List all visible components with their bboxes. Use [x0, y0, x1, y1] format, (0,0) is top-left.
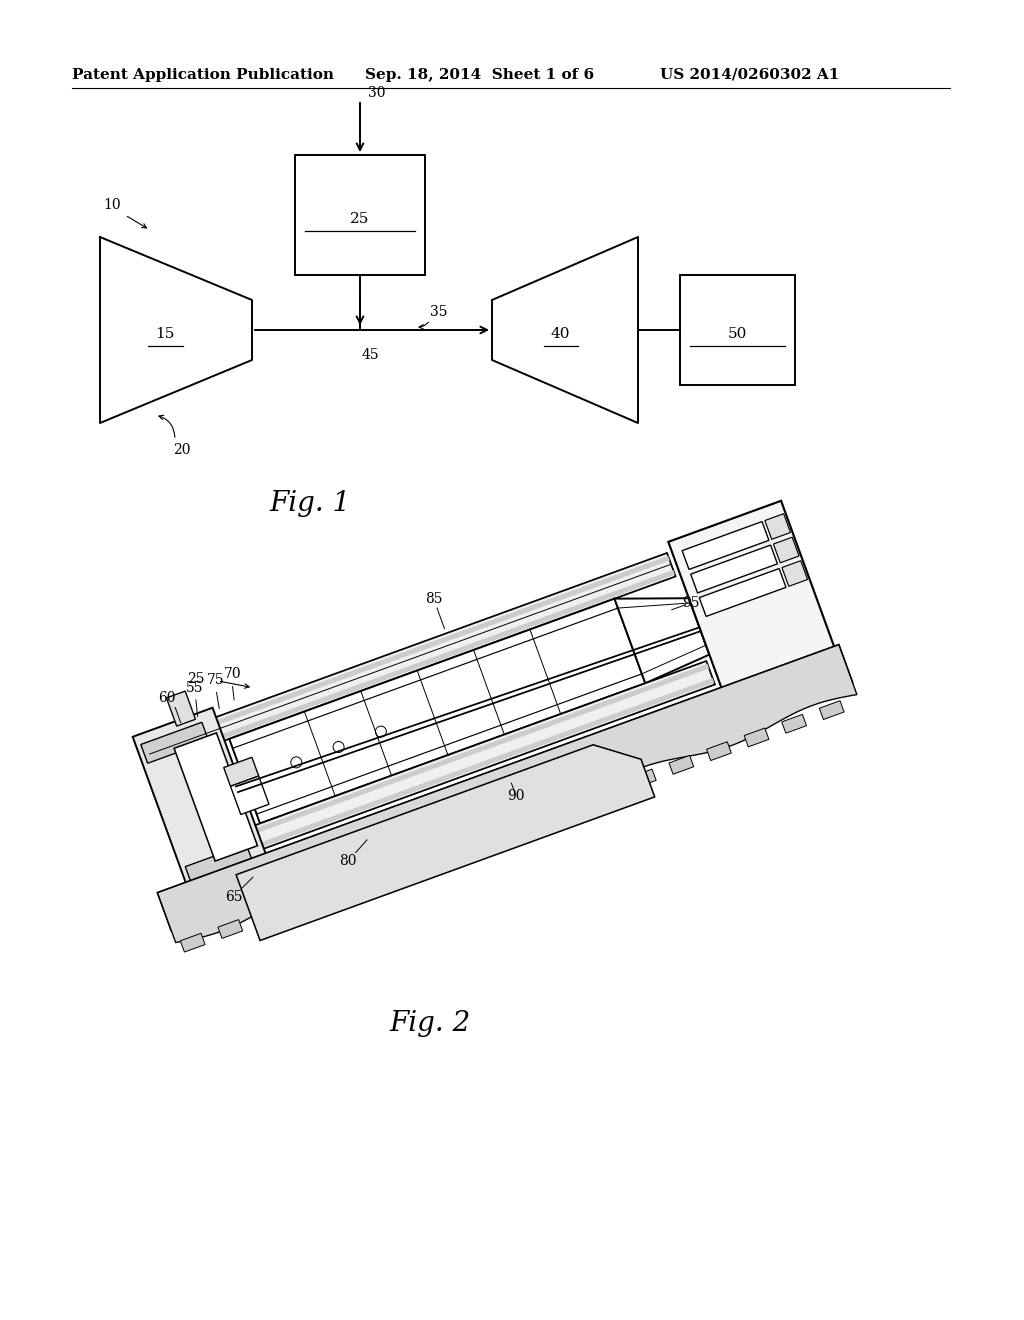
Polygon shape	[819, 701, 844, 719]
Polygon shape	[669, 500, 843, 711]
Polygon shape	[185, 661, 715, 874]
Polygon shape	[744, 729, 769, 747]
Text: 50: 50	[728, 327, 748, 341]
Bar	[680, 275, 795, 385]
Polygon shape	[782, 561, 808, 586]
Polygon shape	[481, 824, 506, 842]
Text: 40: 40	[550, 327, 569, 341]
Text: Sep. 18, 2014  Sheet 1 of 6: Sep. 18, 2014 Sheet 1 of 6	[365, 69, 594, 82]
Text: 65: 65	[225, 890, 243, 904]
Text: 90: 90	[507, 789, 525, 804]
Text: 15: 15	[156, 327, 175, 341]
Polygon shape	[614, 598, 710, 684]
Polygon shape	[406, 851, 431, 870]
Text: 45: 45	[361, 348, 379, 362]
Text: 80: 80	[339, 854, 356, 867]
Text: 75: 75	[207, 673, 224, 688]
Polygon shape	[146, 556, 670, 750]
Polygon shape	[669, 755, 693, 775]
Text: 20: 20	[173, 444, 190, 457]
Polygon shape	[185, 845, 253, 886]
Polygon shape	[707, 742, 731, 760]
Polygon shape	[230, 776, 269, 814]
Polygon shape	[145, 553, 676, 767]
Text: 95: 95	[682, 595, 699, 610]
FancyArrowPatch shape	[159, 416, 175, 437]
Text: Fig. 2: Fig. 2	[389, 1010, 471, 1038]
Polygon shape	[369, 865, 393, 883]
Text: 25: 25	[187, 672, 205, 686]
Bar	[295, 154, 425, 275]
Text: 30: 30	[368, 86, 385, 100]
Text: US 2014/0260302 A1: US 2014/0260302 A1	[660, 69, 840, 82]
Text: 70: 70	[223, 667, 241, 681]
Polygon shape	[781, 714, 807, 733]
Polygon shape	[443, 837, 468, 857]
Text: 25: 25	[350, 213, 370, 226]
Polygon shape	[174, 733, 257, 861]
Polygon shape	[594, 783, 618, 801]
Text: Fig. 1: Fig. 1	[269, 490, 350, 517]
Polygon shape	[331, 879, 355, 898]
Polygon shape	[773, 537, 799, 562]
Text: 35: 35	[430, 305, 447, 319]
Text: 10: 10	[103, 198, 121, 213]
Polygon shape	[293, 892, 317, 911]
Polygon shape	[691, 545, 777, 593]
Polygon shape	[158, 644, 857, 942]
Polygon shape	[518, 810, 544, 829]
Polygon shape	[632, 770, 656, 788]
Polygon shape	[237, 744, 654, 941]
Polygon shape	[229, 599, 645, 824]
Polygon shape	[191, 678, 714, 873]
Polygon shape	[158, 644, 852, 931]
Polygon shape	[699, 569, 786, 616]
Text: 60: 60	[158, 690, 175, 705]
Text: 85: 85	[425, 591, 442, 606]
Text: Patent Application Publication: Patent Application Publication	[72, 69, 334, 82]
Polygon shape	[556, 796, 581, 816]
Text: 55: 55	[186, 681, 204, 694]
Polygon shape	[152, 570, 675, 764]
Polygon shape	[167, 692, 196, 726]
Polygon shape	[682, 521, 769, 569]
Polygon shape	[133, 708, 269, 892]
Polygon shape	[141, 722, 209, 763]
Polygon shape	[186, 664, 709, 858]
Polygon shape	[218, 920, 243, 939]
Polygon shape	[180, 933, 205, 952]
Polygon shape	[223, 758, 259, 787]
FancyArrowPatch shape	[419, 322, 428, 329]
Polygon shape	[765, 513, 791, 540]
Polygon shape	[256, 906, 281, 925]
